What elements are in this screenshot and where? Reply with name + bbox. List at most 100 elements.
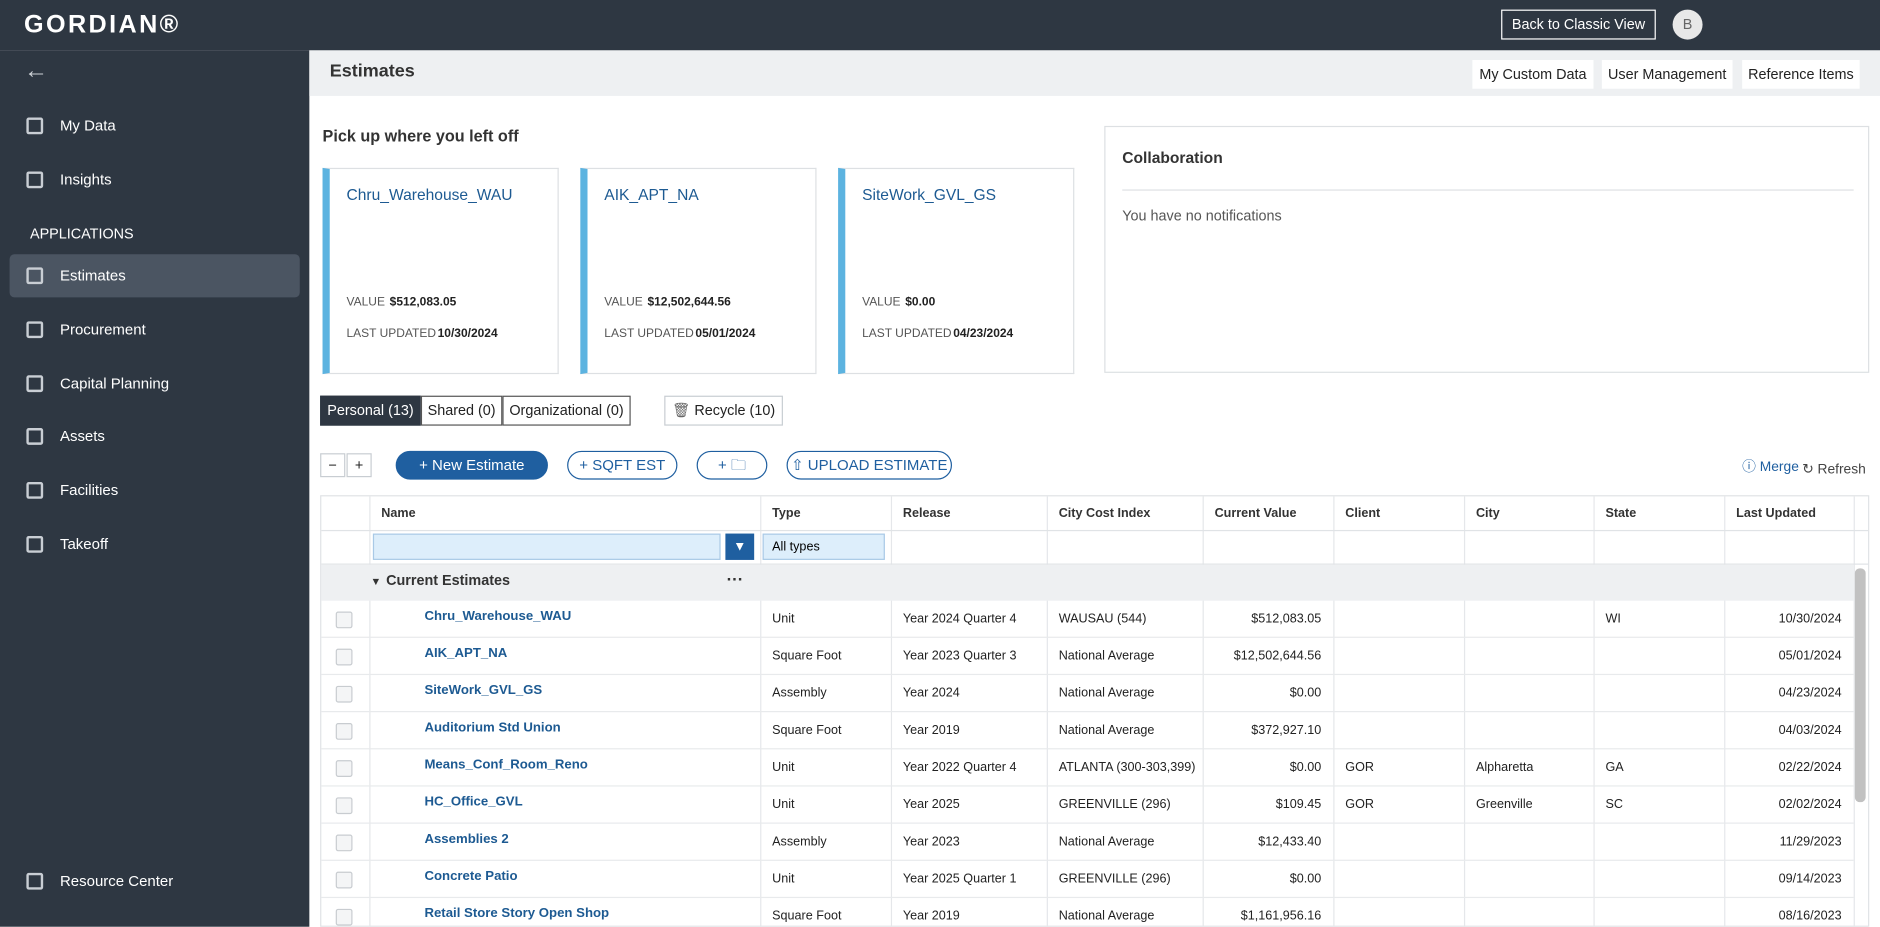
cell: Greenville — [1475, 797, 1533, 812]
nav-label: Estimates — [59, 267, 126, 285]
row-divider — [321, 822, 1854, 824]
recent-card[interactable]: SiteWork_GVL_GS VALUE $0.00 LAST UPDATED 04/… — [838, 167, 1075, 375]
row-divider — [321, 785, 1854, 787]
top-button[interactable]: User Management — [1601, 59, 1733, 89]
estimate-link[interactable]: HC_Office_GVL — [424, 794, 523, 810]
column-header: Client — [1345, 505, 1381, 521]
cell: National Average — [1058, 834, 1155, 849]
cell: $109.45 — [1275, 797, 1322, 812]
cell: Unit — [772, 611, 795, 626]
new-estimate-button[interactable]: + New Estimate — [395, 450, 548, 480]
cell: National Average — [1058, 685, 1155, 701]
column-header: City — [1475, 505, 1500, 521]
logo: GORDIAN® — [23, 10, 181, 39]
cell: GOR — [1345, 797, 1374, 812]
cell: Year 2022 Quarter 4 — [902, 760, 1017, 775]
row-checkbox[interactable] — [335, 834, 353, 852]
cell: Alpharetta — [1475, 760, 1534, 775]
cell: National Average — [1058, 722, 1155, 738]
avatar[interactable]: B — [1672, 9, 1703, 40]
nav-label: Resource Center — [59, 872, 174, 890]
row-checkbox[interactable] — [335, 871, 353, 889]
nav-item[interactable]: My Data — [10, 104, 300, 147]
cell: 02/22/2024 — [1778, 760, 1842, 775]
row-divider — [321, 673, 1854, 676]
top-button[interactable]: Reference Items — [1742, 59, 1860, 89]
cell: SC — [1605, 797, 1623, 812]
cell: $1,161,956.16 — [1240, 908, 1322, 924]
recent-card[interactable]: AIK_APT_NA VALUE $12,502,644.56 LAST UPDATE… — [580, 167, 817, 375]
estimate-link[interactable]: AIK_APT_NA — [424, 646, 508, 661]
updated-label: LAST UPDATED — [862, 327, 952, 341]
group-caret: ▼ — [370, 575, 382, 588]
nav-item[interactable]: Insights — [10, 158, 300, 201]
estimate-link[interactable]: Means_Conf_Room_Reno — [424, 757, 588, 773]
value-label: VALUE — [862, 296, 901, 310]
type-filter[interactable]: All types — [762, 533, 885, 560]
recycle-button[interactable]: 🗑 Recycle (10) — [664, 395, 783, 426]
group-menu[interactable]: ··· — [726, 569, 744, 589]
nav-item[interactable]: Facilities — [10, 469, 300, 512]
refresh-label: Refresh — [1817, 462, 1866, 478]
page-title: Estimates — [329, 61, 415, 82]
cell: Year 2019 — [902, 908, 960, 924]
cell: GA — [1605, 760, 1624, 775]
value-label: VALUE — [346, 296, 385, 310]
name-filter[interactable] — [372, 533, 721, 560]
nav-icon — [26, 374, 44, 392]
nav-label: My Data — [59, 117, 116, 135]
nav-label: Facilities — [59, 482, 119, 500]
recent-heading: Pick up where you left off — [322, 127, 519, 146]
column-header: Release — [902, 505, 951, 521]
sqft-button[interactable]: + SQFT EST — [567, 450, 678, 480]
expand-button[interactable]: + — [346, 453, 372, 478]
cell: $0.00 — [1289, 685, 1322, 701]
estimate-link[interactable]: SiteWork_GVL_GS — [424, 683, 543, 698]
value-label: VALUE — [604, 296, 643, 310]
row-checkbox[interactable] — [335, 797, 353, 815]
nav-item[interactable]: Assets — [10, 415, 300, 458]
header-divider — [321, 529, 1869, 532]
collapse-button[interactable]: − — [320, 453, 346, 478]
row-checkbox[interactable] — [335, 648, 353, 666]
merge-link[interactable]: ⓘ Merge — [1742, 460, 1799, 475]
row-checkbox[interactable] — [335, 685, 353, 703]
upload-button[interactable]: ⇧ UPLOAD ESTIMATE — [786, 450, 953, 480]
column-header: Name — [381, 505, 416, 521]
estimate-link[interactable]: Concrete Patio — [424, 869, 518, 884]
classic-view-button[interactable]: Back to Classic View — [1501, 9, 1656, 40]
new-folder-button[interactable]: + 🗀 — [696, 450, 768, 480]
refresh-link[interactable]: ↻ Refresh — [1802, 462, 1866, 478]
cell: Year 2023 — [902, 834, 960, 849]
cell: Year 2025 Quarter 1 — [902, 871, 1017, 887]
tab[interactable]: Organizational (0) — [502, 395, 631, 426]
tab[interactable]: Shared (0) — [420, 395, 503, 426]
estimate-link[interactable]: Assemblies 2 — [424, 832, 509, 847]
collab-title: Collaboration — [1122, 148, 1223, 167]
nav-item[interactable]: Estimates — [9, 254, 300, 298]
estimate-link[interactable]: Auditorium Std Union — [424, 720, 561, 735]
cell: 10/30/2024 — [1778, 611, 1842, 626]
nav-icon — [26, 171, 44, 189]
row-divider — [321, 859, 1854, 861]
top-button[interactable]: My Custom Data — [1472, 59, 1594, 89]
nav-item[interactable]: Procurement — [10, 308, 300, 351]
nav-item[interactable]: Takeoff — [10, 523, 300, 566]
tab[interactable]: Personal (13) — [320, 395, 421, 426]
row-checkbox[interactable] — [335, 908, 353, 926]
recent-card[interactable]: Chru_Warehouse_WAU VALUE $512,083.05 LAST U… — [322, 167, 559, 375]
estimate-link[interactable]: Retail Store Story Open Shop — [424, 906, 610, 921]
scrollbar — [1854, 568, 1866, 803]
cell: Assembly — [772, 834, 827, 849]
back-arrow[interactable]: ← — [23, 57, 48, 84]
row-divider — [321, 896, 1854, 899]
divider — [1122, 189, 1854, 191]
nav-item[interactable]: Capital Planning — [10, 362, 300, 405]
top-bar: GORDIAN® Back to Classic View B — [0, 0, 1880, 51]
filter-button[interactable]: ▼ — [725, 533, 755, 560]
nav-item[interactable]: Resource Center — [10, 860, 300, 903]
row-checkbox[interactable] — [335, 760, 353, 777]
estimate-link[interactable]: Chru_Warehouse_WAU — [424, 609, 572, 624]
row-checkbox[interactable] — [335, 722, 353, 740]
row-checkbox[interactable] — [335, 611, 353, 629]
